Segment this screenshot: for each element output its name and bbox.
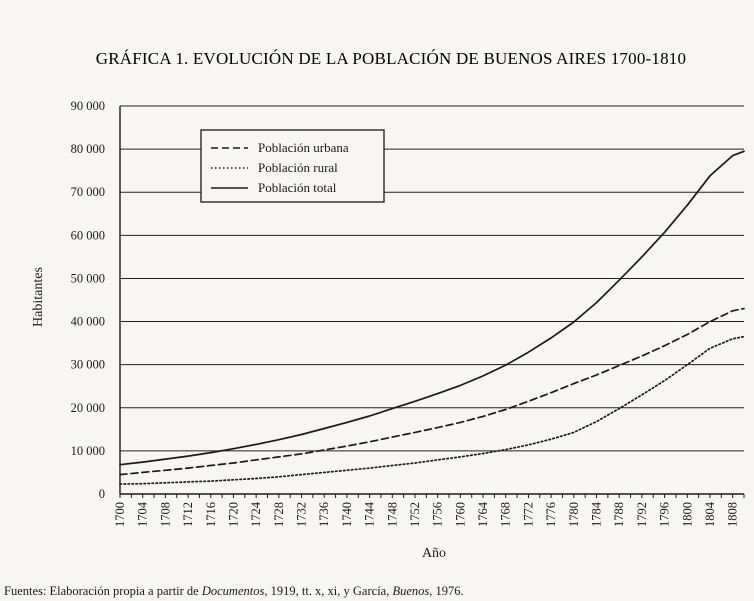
x-tick-label: 1760 [453, 502, 467, 527]
chart-title: GRÁFICA 1. EVOLUCIÓN DE LA POBLACIÓN DE … [96, 49, 686, 68]
y-tick-labels: 0 10 000 20 000 30 000 40 000 50 000 60 000 70 … [71, 99, 105, 501]
x-tick-label: 1768 [499, 502, 513, 527]
x-tick-label: 1796 [658, 502, 672, 527]
x-tick-label: 1752 [408, 502, 422, 527]
x-tick-label: 1724 [249, 501, 263, 527]
y-tick-label: 60 000 [71, 228, 105, 242]
y-tick-label: 80 000 [71, 142, 105, 156]
legend-label-total: Población total [258, 180, 337, 195]
series-lines [119, 150, 745, 485]
source-note: Fuentes: Elaboración propia a partir de … [4, 584, 464, 598]
x-tick-label: 1728 [272, 502, 286, 527]
x-tick-label: 1732 [295, 502, 309, 527]
source-middle: , 1919, tt. x, xi, y García, [264, 584, 392, 598]
y-tick-label: 70 000 [71, 185, 105, 199]
x-axis-label: Año [422, 546, 446, 561]
x-tick-label: 1764 [476, 501, 490, 527]
y-tick-label: 40 000 [71, 315, 105, 329]
y-tick-label: 90 000 [71, 99, 105, 113]
x-tick-label: 1716 [204, 502, 218, 527]
x-tick-label: 1776 [544, 502, 558, 527]
x-tick-labels: 1700 1704 1708 1712 1716 1720 1724 1728 1732 1736… [113, 501, 740, 527]
x-tick-label: 1800 [680, 502, 694, 527]
x-tick-label: 1708 [158, 502, 172, 527]
x-tick-label: 1784 [590, 501, 604, 527]
series-line-dotted [119, 335, 745, 485]
source-prefix: Fuentes: Elaboración propia a partir de [4, 584, 202, 598]
legend: Población urbana Población rural Poblaci… [200, 129, 385, 203]
x-tick-label: 1788 [612, 502, 626, 527]
x-tick-label: 1744 [363, 501, 377, 527]
x-tick-label: 1780 [567, 502, 581, 527]
x-tick-label: 1748 [385, 502, 399, 527]
y-axis-label: Habitantes [31, 267, 46, 327]
x-tick-label: 1704 [136, 501, 150, 527]
legend-box [200, 129, 385, 203]
y-tick-label: 20 000 [71, 401, 105, 415]
x-tick-label: 1720 [226, 502, 240, 527]
y-tick-label: 10 000 [71, 444, 105, 458]
x-tick-label: 1772 [521, 502, 535, 527]
x-tick-label: 1736 [317, 502, 331, 527]
series-line-dashed [119, 307, 745, 476]
x-tick-label: 1808 [726, 502, 740, 527]
x-tick-label: 1804 [703, 501, 717, 527]
x-tick-label: 1792 [635, 502, 649, 527]
legend-label-rural: Población rural [258, 160, 338, 175]
source-italic-documentos: Documentos [201, 584, 265, 598]
y-tick-label: 50 000 [71, 271, 105, 285]
axes [119, 106, 745, 498]
x-tick-label: 1700 [113, 502, 127, 527]
y-tick-label: 0 [99, 487, 105, 501]
x-tick-label: 1712 [181, 502, 195, 527]
y-tick-label: 30 000 [71, 358, 105, 372]
series-line-solid [119, 150, 745, 466]
x-tick-label: 1740 [340, 502, 354, 527]
legend-label-urbana: Población urbana [258, 140, 349, 155]
x-tick-label: 1756 [431, 502, 445, 527]
source-italic-buenos: Buenos [392, 584, 429, 598]
source-suffix: , 1976. [429, 584, 463, 598]
